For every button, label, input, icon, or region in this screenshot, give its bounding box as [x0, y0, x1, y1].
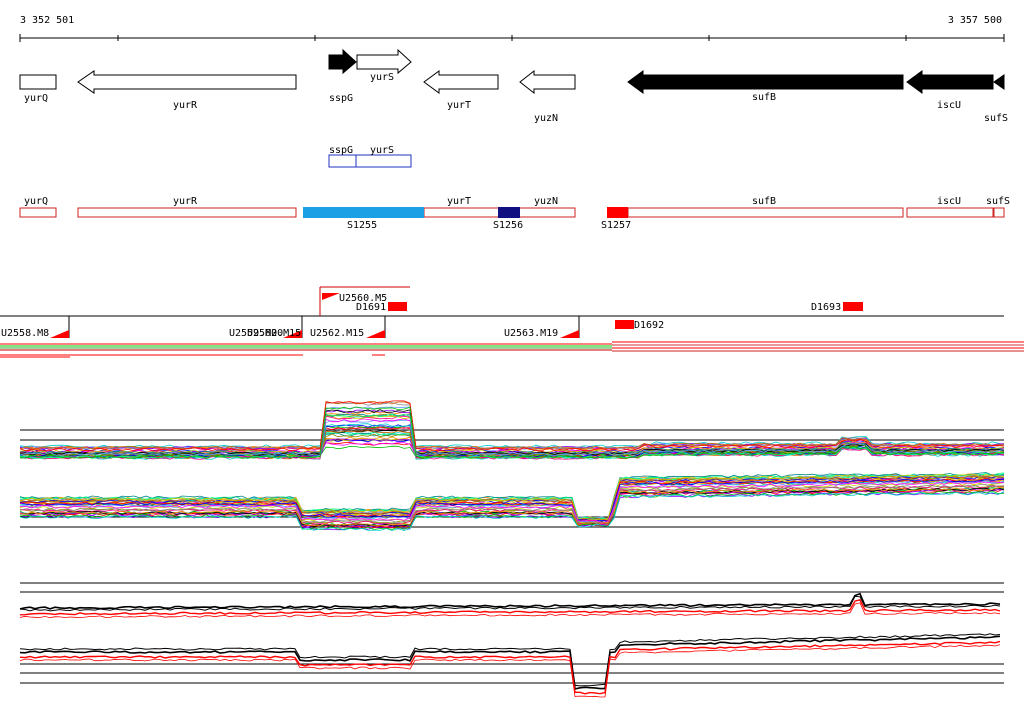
- gene-label: sufB: [752, 92, 776, 103]
- summary-line: [19, 644, 1001, 698]
- summary-line: [19, 602, 1001, 619]
- segment-label: S1257: [601, 220, 631, 231]
- coordinate-ruler: 3 352 501 3 357 500: [19, 15, 1005, 42]
- upshift-marker[interactable]: [560, 330, 579, 338]
- gene-label: yurR: [173, 100, 198, 111]
- segment-S1255[interactable]: [303, 207, 424, 218]
- profile-line: [19, 487, 1005, 527]
- gene-box-sufS[interactable]: [993, 207, 1005, 218]
- gene-yurR[interactable]: yurR: [77, 70, 297, 111]
- gene-label: sspG: [329, 93, 353, 104]
- operon-track: sspG yurS: [328, 145, 412, 168]
- upshift-label: U2560.M15: [247, 328, 301, 339]
- upshift-label: U2560.M5: [339, 293, 387, 304]
- segment-label: S1256: [493, 220, 523, 231]
- summary-line: [19, 635, 1001, 690]
- profile-line: [19, 406, 1005, 457]
- profile-line: [19, 474, 1005, 521]
- ruler-start-label: 3 352 501: [20, 15, 74, 26]
- gene-box-sufB[interactable]: [627, 207, 904, 218]
- gene-label: iscU: [937, 100, 961, 111]
- upshift-label: U2559.M20: [229, 328, 283, 339]
- segment-track: yurQ yurR yurT yuzN sufB iscU sufS S1255…: [19, 196, 1010, 231]
- shift-track: U2560.M5 U2558.M8 U2559.M20 U2560.M15 U2…: [0, 286, 1004, 339]
- profile-line: [19, 472, 1005, 520]
- gene-label: yuzN: [534, 113, 558, 124]
- track-gene-label: iscU: [937, 196, 961, 207]
- upshift-marker[interactable]: [50, 330, 69, 338]
- gene-box-iscU[interactable]: [906, 207, 994, 218]
- profile-line: [19, 400, 1005, 452]
- track-gene-label: yurQ: [24, 196, 48, 207]
- summary-lines: [19, 592, 1001, 698]
- track-gene-label: yuzN: [534, 196, 558, 207]
- downshift-label: D1693: [811, 302, 841, 313]
- gene-label: yurQ: [24, 93, 48, 104]
- summary-line: [19, 595, 1001, 612]
- upshift-label: U2563.M19: [504, 328, 558, 339]
- downshift-marker[interactable]: [388, 302, 407, 311]
- profile-line: [19, 477, 1005, 522]
- upshift-label: U2558.M8: [1, 328, 49, 339]
- summary-line: [19, 640, 1001, 695]
- upper-strand-profiles: [19, 400, 1005, 460]
- summary-line: [19, 633, 1001, 687]
- expression-profiles: [19, 400, 1005, 531]
- gene-box-yurQ[interactable]: [19, 207, 57, 218]
- upshift-marker[interactable]: [322, 293, 340, 300]
- track-gene-label: yurR: [173, 196, 198, 207]
- profile-line: [19, 472, 1005, 520]
- ruler-end-label: 3 357 500: [948, 15, 1002, 26]
- track-gene-label: sufS: [986, 196, 1010, 207]
- gene-sufS[interactable]: sufS: [984, 74, 1008, 124]
- downshift-label: D1691: [356, 302, 386, 313]
- profile-line: [19, 478, 1005, 522]
- profile-line: [19, 484, 1004, 524]
- gene-iscU[interactable]: iscU: [906, 70, 994, 111]
- segment-S1256[interactable]: [498, 207, 520, 218]
- upshift-marker[interactable]: [283, 330, 302, 338]
- operon-label-sspG: sspG: [329, 145, 353, 156]
- gene-label: sufS: [984, 113, 1008, 124]
- summary-profiles: [19, 582, 1004, 698]
- track-gene-label: yurT: [447, 196, 471, 207]
- profile-line: [19, 491, 1005, 531]
- gene-box-yurR[interactable]: [77, 207, 297, 218]
- gene-yurS[interactable]: yurS: [356, 48, 412, 83]
- summary-line: [19, 592, 1001, 610]
- operon-box[interactable]: [328, 154, 412, 168]
- segment-label: S1255: [347, 220, 377, 231]
- gene-yurT[interactable]: yurT: [423, 70, 499, 111]
- gene-sufB[interactable]: sufB: [627, 70, 904, 103]
- gene-yuzN[interactable]: yuzN: [519, 69, 576, 124]
- gene-sspG[interactable]: sspG: [328, 48, 357, 104]
- downshift-label: D1692: [634, 320, 664, 331]
- segment-S1257[interactable]: [607, 207, 628, 218]
- gene-label: yurS: [370, 72, 394, 83]
- downshift-marker[interactable]: [843, 302, 863, 311]
- coverage-bands: [0, 341, 1024, 358]
- gene-annotation-track: yurQ yurR sspG yurS yurT yuzN sufB iscU: [19, 48, 1008, 124]
- upshift-label: U2562.M15: [310, 328, 364, 339]
- profile-line: [19, 406, 1005, 459]
- profile-line: [19, 400, 1005, 450]
- profile-line: [19, 409, 1005, 456]
- upshift-marker[interactable]: [366, 330, 385, 338]
- gene-label: yurT: [447, 100, 471, 111]
- lower-strand-profiles: [19, 472, 1005, 531]
- downshift-marker[interactable]: [615, 320, 634, 329]
- profile-line: [19, 480, 1005, 523]
- profile-line: [20, 481, 1005, 524]
- summary-line: [19, 598, 1001, 616]
- operon-label-yurS: yurS: [370, 145, 394, 156]
- gene-yurQ[interactable]: yurQ: [19, 74, 57, 104]
- profile-line: [19, 473, 1005, 521]
- track-gene-label: sufB: [752, 196, 776, 207]
